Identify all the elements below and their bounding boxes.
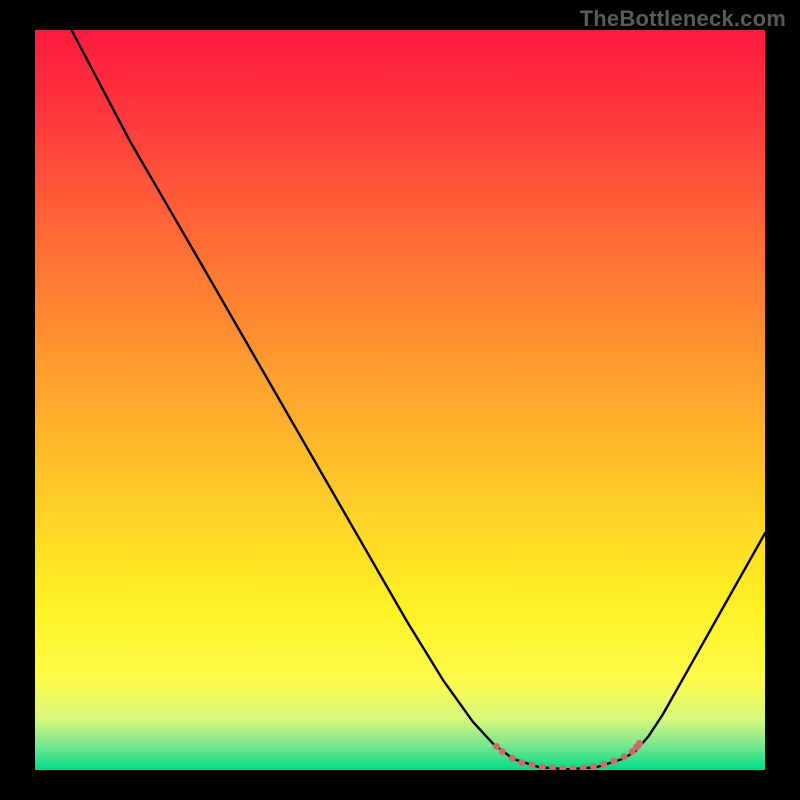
chart-canvas: TheBottleneck.com [0, 0, 800, 800]
optimal-band-dot [509, 755, 516, 762]
optimal-band-dot [636, 740, 643, 747]
optimal-band-dot [600, 761, 607, 768]
optimal-band-dot [493, 743, 500, 750]
optimal-band-dot [621, 753, 628, 760]
plot-area [35, 30, 765, 770]
optimal-band-dot [529, 761, 536, 768]
plot-svg [35, 30, 765, 770]
optimal-band-dot [590, 763, 597, 770]
optimal-band-dot [499, 748, 506, 755]
optimal-band-dot [610, 758, 617, 765]
watermark-label: TheBottleneck.com [580, 6, 786, 32]
optimal-band-dot [518, 759, 525, 766]
plot-background [35, 30, 765, 770]
